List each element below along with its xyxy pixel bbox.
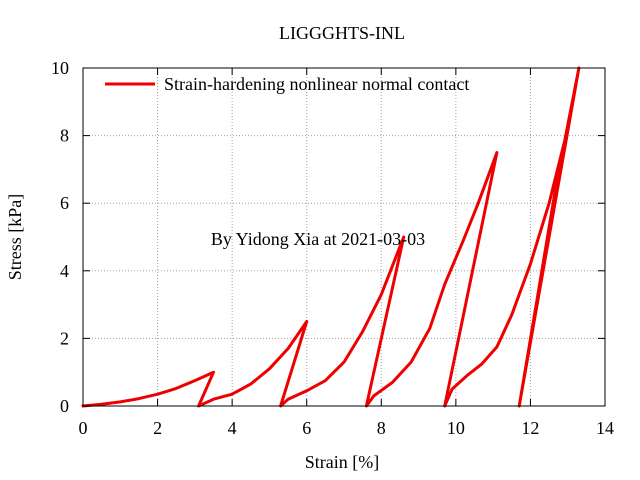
x-tick-label: 2 — [153, 418, 162, 438]
legend-label: Strain-hardening nonlinear normal contac… — [164, 74, 469, 94]
watermark-text: By Yidong Xia at 2021-03-03 — [211, 229, 425, 249]
chart-title: LIGGGHTS-INL — [279, 23, 405, 43]
tick-layer: 0 2 4 6 8 10 12 14 0 2 4 6 8 10 — [51, 58, 614, 438]
grid-layer — [83, 68, 605, 406]
legend: Strain-hardening nonlinear normal contac… — [105, 74, 469, 94]
x-tick-label: 14 — [596, 418, 614, 438]
x-axis-label: Strain [%] — [305, 452, 379, 472]
y-axis-label: Stress [kPa] — [5, 194, 25, 281]
x-tick-label: 6 — [302, 418, 311, 438]
y-tick-label: 0 — [60, 396, 69, 416]
y-tick-label: 6 — [60, 193, 69, 213]
y-tick-label: 2 — [60, 328, 69, 348]
x-tick-label: 4 — [228, 418, 237, 438]
x-tick-label: 10 — [447, 418, 465, 438]
x-tick-label: 0 — [79, 418, 88, 438]
series-line — [81, 66, 581, 408]
y-tick-label: 8 — [60, 126, 69, 146]
plot-frame — [82, 67, 606, 407]
y-tick-label: 10 — [51, 58, 69, 78]
curve-layer — [81, 66, 581, 408]
x-tick-label: 12 — [521, 418, 539, 438]
x-tick-label: 8 — [377, 418, 386, 438]
y-tick-label: 4 — [60, 261, 69, 281]
